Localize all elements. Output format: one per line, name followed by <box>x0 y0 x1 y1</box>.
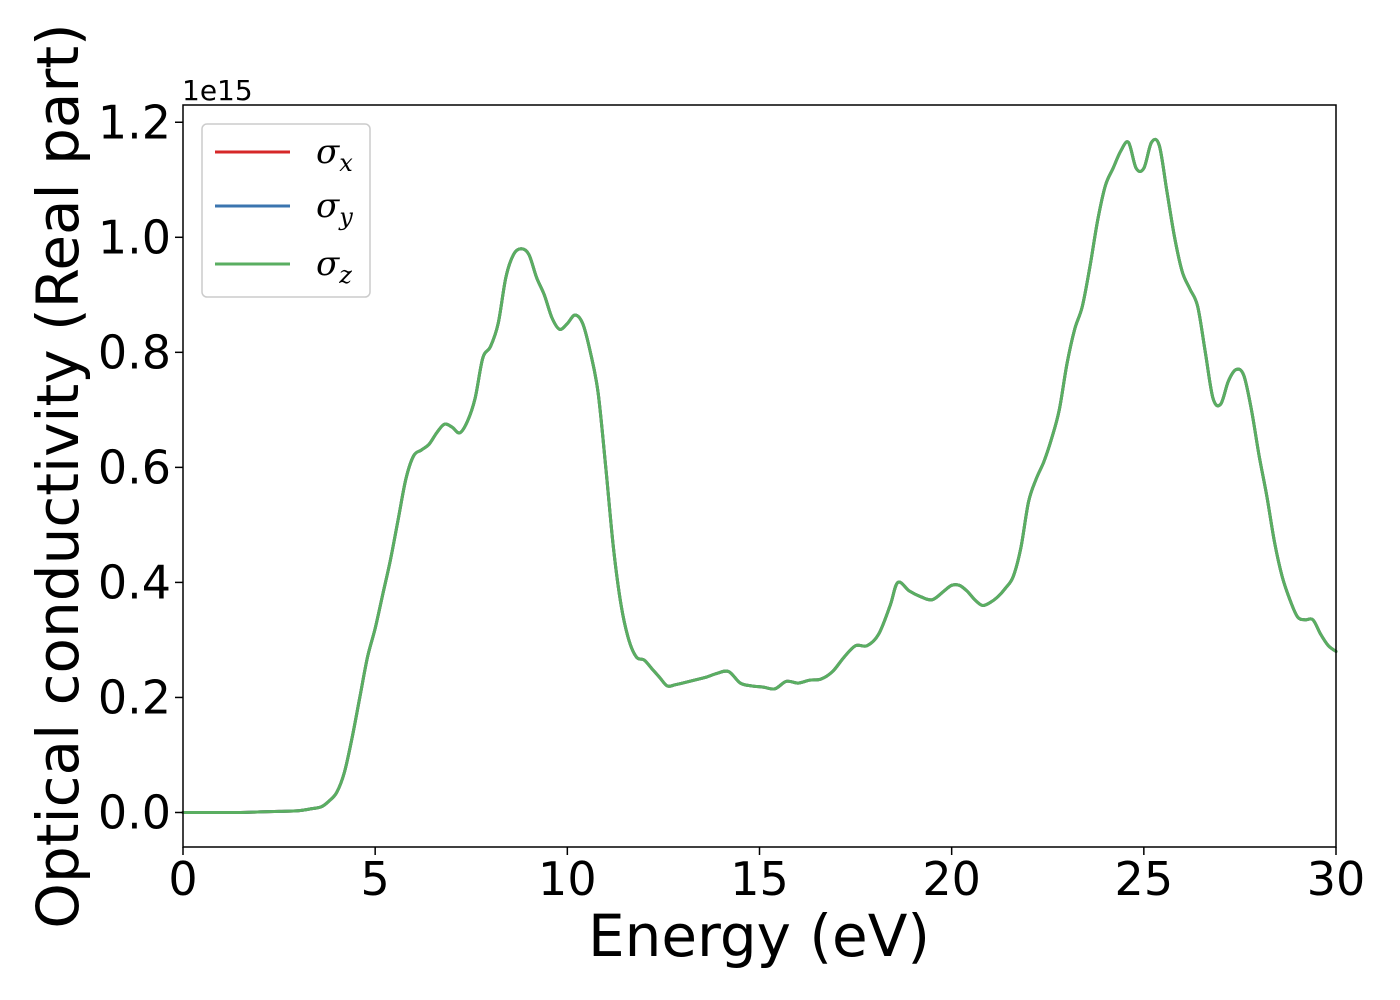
y-tick-label-4: 0.8 <box>98 325 171 379</box>
series-line-2 <box>181 137 1338 815</box>
y-axis-title: Optical conductivity (Real part) <box>24 23 92 928</box>
legend-label-1: σy <box>316 186 353 231</box>
x-axis-ticks: 0 5 10 15 20 25 30 <box>168 847 1365 906</box>
x-axis-title: Energy (eV) <box>588 902 930 970</box>
x-tick-label-5: 25 <box>1115 852 1174 906</box>
x-tick-label-1: 5 <box>361 852 390 906</box>
y-tick-label-5: 1.0 <box>98 210 171 264</box>
x-tick-label-3: 15 <box>730 852 789 906</box>
x-tick-label-2: 10 <box>538 852 597 906</box>
y-tick-label-2: 0.4 <box>98 555 171 609</box>
y-tick-label-6: 1.2 <box>98 95 171 149</box>
plot-area <box>181 137 1338 815</box>
legend-label-0: σx <box>316 132 353 177</box>
y-tick-label-3: 0.6 <box>98 440 171 494</box>
y-offset-label: 1e15 <box>182 74 253 107</box>
legend: σx σy σz <box>201 123 371 298</box>
x-tick-label-6: 30 <box>1307 852 1366 906</box>
legend-box <box>201 123 371 298</box>
y-tick-label-0: 0.0 <box>98 785 171 839</box>
x-tick-label-0: 0 <box>168 852 197 906</box>
x-tick-label-4: 20 <box>922 852 981 906</box>
y-axis-ticks: 0.0 0.2 0.4 0.6 0.8 1.0 1.2 <box>98 95 183 839</box>
y-tick-label-1: 0.2 <box>98 670 171 724</box>
legend-label-2: σz <box>316 244 352 289</box>
